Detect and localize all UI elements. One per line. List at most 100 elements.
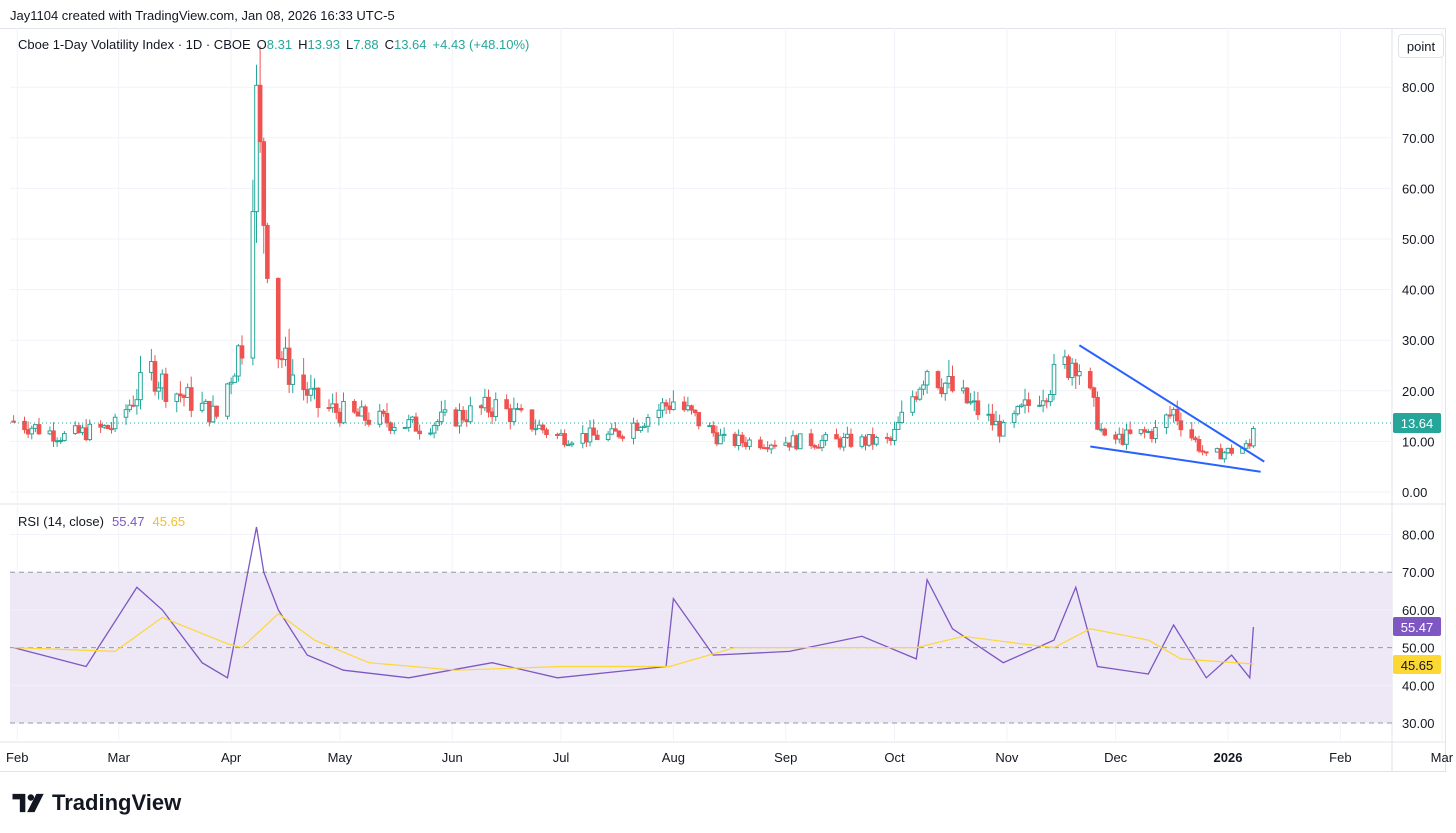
brand-name: TradingView <box>52 790 182 815</box>
candle-body <box>1171 408 1176 416</box>
candle-body <box>1011 413 1017 423</box>
candle-body <box>946 375 952 384</box>
candle-body <box>555 433 560 436</box>
candle-body <box>152 361 158 392</box>
rsi-value: 55.47 <box>111 514 145 529</box>
candle-body <box>109 428 114 431</box>
candle-body <box>1040 400 1046 406</box>
candle-body <box>36 424 42 435</box>
candle-body <box>453 409 459 427</box>
candle-body <box>1200 450 1205 453</box>
candle-body <box>1127 429 1133 434</box>
time-tick-label: Mar <box>108 750 131 765</box>
candle-body <box>87 423 93 441</box>
tradingview-brand[interactable]: TradingView <box>12 790 181 816</box>
candle-body <box>1026 399 1031 406</box>
rsi-tick-label: 40.00 <box>1402 678 1435 693</box>
last-price-badge <box>1393 412 1441 433</box>
candle-body <box>939 387 944 395</box>
candle-body <box>250 211 256 359</box>
candle-body <box>236 345 241 377</box>
candle-body <box>990 413 995 426</box>
candle-body <box>134 399 140 407</box>
candle-body <box>529 409 535 430</box>
candle-body <box>1247 443 1253 447</box>
candle-body <box>22 420 27 431</box>
candle-body <box>714 432 720 445</box>
candle-body <box>1174 408 1180 422</box>
candle-body <box>645 417 651 427</box>
candle-body <box>812 445 818 448</box>
rsi-label[interactable]: RSI (14, close) <box>18 514 104 529</box>
candle-body <box>819 439 825 449</box>
rsi-value-badge-label: 55.47 <box>1401 620 1434 635</box>
candle-body <box>149 361 154 374</box>
candle-body <box>337 411 343 424</box>
candle-body <box>837 438 843 448</box>
candle-body <box>366 419 372 425</box>
candle-body <box>188 387 194 411</box>
candle-body <box>671 401 676 411</box>
candle-body <box>207 400 212 423</box>
candle-body <box>362 406 368 421</box>
price-tick-label: 70.00 <box>1402 131 1435 146</box>
candle-body <box>1051 363 1057 395</box>
low-label: L <box>346 37 354 52</box>
candle-body <box>794 435 799 450</box>
candle-body <box>783 442 789 446</box>
candle-body <box>816 446 821 449</box>
candle-body <box>1022 399 1028 406</box>
trendline <box>1090 445 1261 473</box>
candle-body <box>667 405 673 411</box>
candle-body <box>1073 362 1079 377</box>
candle-body <box>1251 427 1256 447</box>
candle-body <box>971 400 977 403</box>
symbol-label[interactable]: Cboe 1-Day Volatility Index · 1D · CBOE <box>18 37 251 52</box>
rsi-tick-label: 70.00 <box>1402 565 1435 580</box>
price-tick-label: 40.00 <box>1402 283 1435 298</box>
candle-body <box>442 409 448 413</box>
candle-body <box>685 405 691 411</box>
candle-body <box>1243 443 1249 449</box>
price-tick-label: 60.00 <box>1402 181 1435 196</box>
candle-body <box>718 434 723 445</box>
rsi-ma-line <box>13 612 1254 671</box>
candle-body <box>507 408 513 423</box>
candle-body <box>1095 396 1100 430</box>
candle-body <box>921 384 926 390</box>
candle-body <box>848 433 854 447</box>
scale-mode-button[interactable]: point <box>1398 34 1444 58</box>
candle-body <box>1153 426 1158 439</box>
candle-body <box>899 411 905 424</box>
candle-body <box>504 399 509 410</box>
candle-body <box>692 409 698 414</box>
rsi-ma-badge-label: 45.65 <box>1401 658 1434 673</box>
candle-body <box>138 372 143 401</box>
candle-body <box>185 387 190 398</box>
candle-body <box>51 430 56 442</box>
candle-body <box>1167 414 1173 417</box>
candle-body <box>47 430 53 435</box>
time-tick-label: Apr <box>221 750 242 765</box>
candle-body <box>1019 404 1024 408</box>
rsi-tick-label: 80.00 <box>1402 528 1435 543</box>
candle-body <box>435 421 441 427</box>
candle-body <box>620 436 625 439</box>
candle-body <box>732 433 738 447</box>
candle-body <box>83 427 89 441</box>
candle-body <box>895 422 901 430</box>
candle-body <box>33 424 38 429</box>
price-tick-label: 80.00 <box>1402 80 1435 95</box>
candle-body <box>1196 439 1202 452</box>
time-tick-label: Feb <box>6 750 28 765</box>
candle-body <box>511 408 517 423</box>
candle-body <box>58 440 64 443</box>
candle-body <box>859 436 865 447</box>
candle-body <box>275 277 281 360</box>
candle-body <box>1069 362 1075 379</box>
candle-body <box>333 403 339 413</box>
candle-body <box>710 425 716 434</box>
candle-body <box>997 420 1002 437</box>
candle-body <box>660 402 665 411</box>
